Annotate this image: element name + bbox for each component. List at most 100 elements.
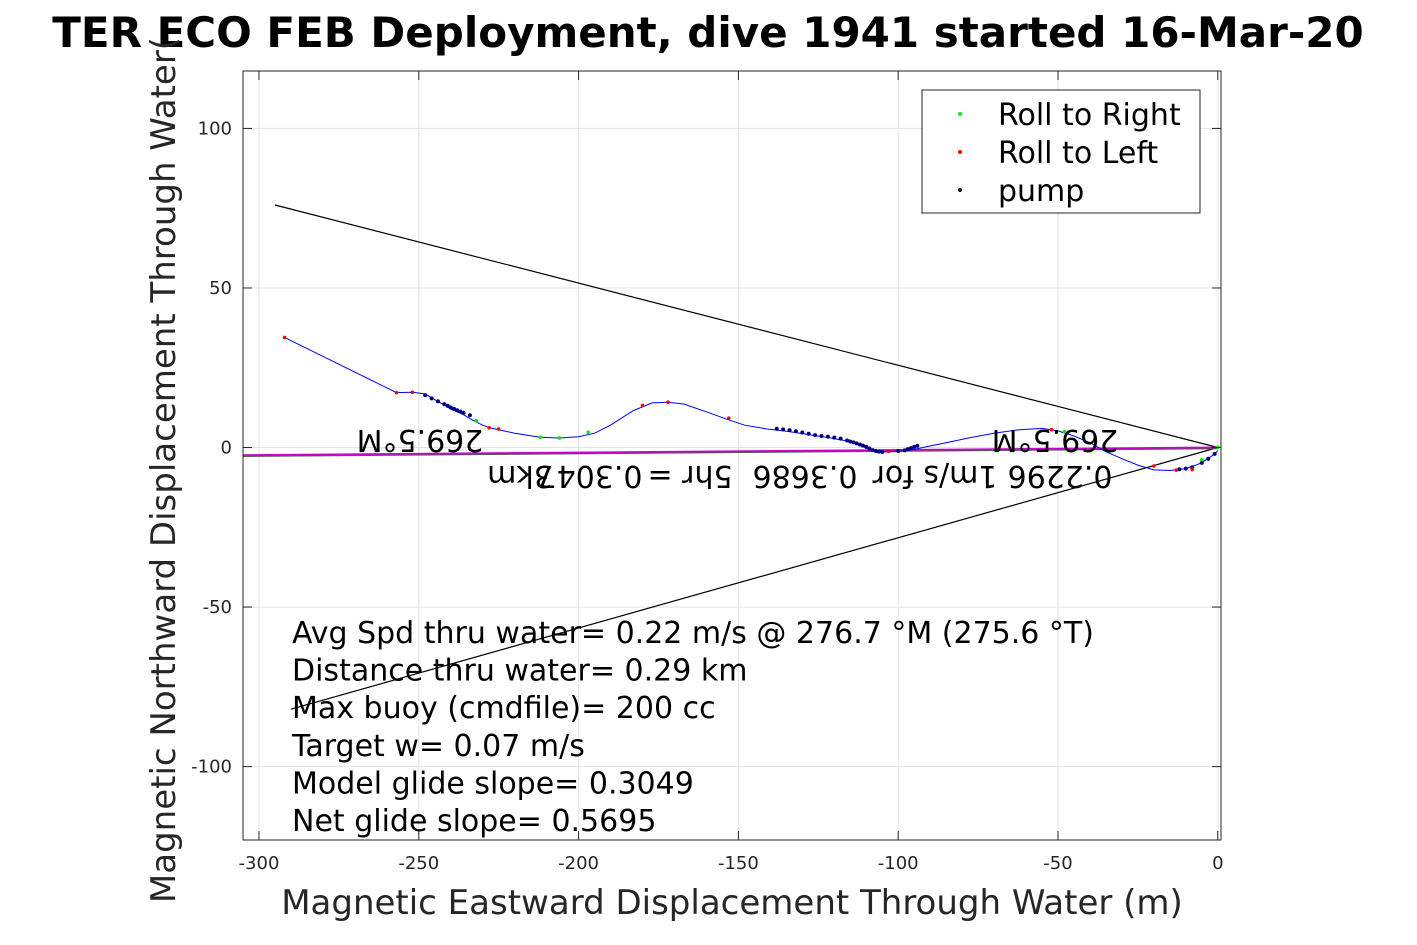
- pump-point: [781, 427, 786, 432]
- pump-point: [912, 444, 917, 449]
- stats-text-block: Avg Spd thru water= 0.22 m/s @ 276.7 °M …: [291, 616, 1094, 839]
- pump-point: [1177, 467, 1182, 472]
- rotated-annotation: 0.2296: [1008, 458, 1113, 493]
- stat-line: Distance thru water= 0.29 km: [292, 654, 747, 689]
- pump-point: [435, 399, 440, 404]
- roll-right-point: [1062, 429, 1067, 434]
- roll-left-point: [410, 390, 415, 395]
- y-axis-label: Magnetic Northward Displacement Through …: [144, 37, 184, 903]
- pump-point: [458, 409, 463, 414]
- current-line-shadow: [242, 448, 1218, 457]
- guide-line: [274, 204, 1218, 449]
- pump-point: [1206, 456, 1211, 461]
- rotated-annotation: 269.5°M: [992, 422, 1119, 457]
- pump-point: [467, 413, 472, 418]
- pump-point: [845, 438, 850, 443]
- pump-point: [445, 403, 450, 408]
- pump-point: [1183, 466, 1188, 471]
- legend-label: pump: [998, 174, 1084, 209]
- pump-point: [908, 446, 913, 451]
- pump-point: [423, 393, 428, 398]
- pump-point: [1212, 451, 1217, 456]
- tick-layer: -300 -250 -200 -150 -100 -50 0 100 50 0 -50 -100: [191, 71, 1224, 874]
- roll-left-point: [1174, 468, 1179, 472]
- y-tick-label: -50: [203, 597, 232, 618]
- pump-point: [867, 446, 872, 451]
- legend-marker: [958, 112, 962, 116]
- stat-line: Max buoy (cmdfile)= 200 cc: [292, 691, 716, 726]
- pump-point: [448, 405, 453, 410]
- x-tick-label: -50: [1043, 853, 1072, 874]
- pump-point: [877, 449, 882, 454]
- pump-point: [1199, 460, 1204, 465]
- pump-point: [861, 443, 866, 448]
- legend-label: Roll to Left: [998, 136, 1158, 171]
- pump-point: [429, 396, 434, 401]
- rotated-annotation: 5hr =: [647, 458, 732, 493]
- rotated-annotation: 269.5°M: [357, 422, 484, 457]
- roll-left-point: [1190, 467, 1195, 472]
- pump-point: [813, 433, 818, 438]
- roll-left-point: [1152, 464, 1156, 468]
- pump-point: [838, 436, 843, 441]
- y-tick-label: 0: [221, 438, 232, 459]
- roll-right-point: [538, 435, 543, 440]
- pump-point: [451, 406, 456, 411]
- stat-line: Avg Spd thru water= 0.22 m/s @ 276.7 °M …: [292, 616, 1094, 651]
- rotated-annotation: 3km: [487, 458, 553, 493]
- pump-point: [793, 429, 798, 434]
- plot-frame: [242, 70, 1222, 841]
- pump-point: [800, 430, 805, 435]
- pump-point: [870, 448, 875, 453]
- pump-point: [461, 410, 466, 415]
- roll-left-point: [1049, 427, 1054, 432]
- legend-marker: [958, 188, 962, 192]
- x-tick-label: -150: [718, 853, 759, 874]
- pump-point: [848, 439, 853, 444]
- roll-left-point: [394, 390, 399, 395]
- pump-point: [896, 449, 901, 454]
- pump-point: [880, 449, 885, 454]
- roll-left-point: [496, 427, 501, 431]
- x-tick-label: -250: [398, 853, 439, 874]
- roll-right-point: [586, 430, 590, 435]
- series-layer: [242, 204, 1220, 710]
- pump-point: [902, 448, 907, 453]
- legend-marker: [958, 150, 962, 154]
- pump-point: [873, 449, 878, 454]
- pump-point: [825, 434, 830, 439]
- roll-left-point: [886, 449, 891, 454]
- pump-point: [851, 440, 856, 445]
- pump-point: [832, 435, 837, 440]
- y-tick-label: 100: [198, 118, 232, 139]
- pump-point: [854, 441, 859, 446]
- rotated-annotation: 0.3686: [753, 458, 858, 493]
- legend-label: Roll to Right: [998, 98, 1181, 133]
- x-axis-label: Magnetic Eastward Displacement Through W…: [281, 883, 1183, 923]
- stat-line: Model glide slope= 0.3049: [292, 766, 694, 801]
- roll-left-point: [727, 416, 731, 420]
- pump-point: [806, 431, 811, 436]
- roll-left-point: [666, 400, 670, 405]
- pump-point: [819, 434, 824, 439]
- roll-left-point: [487, 425, 491, 430]
- y-tick-label: -100: [191, 757, 232, 778]
- x-tick-label: -200: [558, 853, 599, 874]
- rotated-annotation: 1m/s for: [872, 458, 998, 493]
- x-tick-label: 0: [1212, 853, 1223, 874]
- rotated-annotation: 0.3047: [538, 458, 643, 493]
- roll-right-point: [474, 418, 479, 423]
- stat-line: Net glide slope= 0.5695: [292, 804, 656, 839]
- y-tick-label: 50: [209, 278, 232, 299]
- x-tick-label: -300: [239, 853, 280, 874]
- x-tick-label: -100: [878, 853, 919, 874]
- pump-point: [864, 444, 869, 449]
- guide-line: [290, 446, 1218, 710]
- pump-point: [905, 447, 910, 452]
- pump-point: [787, 428, 792, 433]
- pump-point: [442, 402, 447, 407]
- roll-right-point: [1200, 457, 1204, 462]
